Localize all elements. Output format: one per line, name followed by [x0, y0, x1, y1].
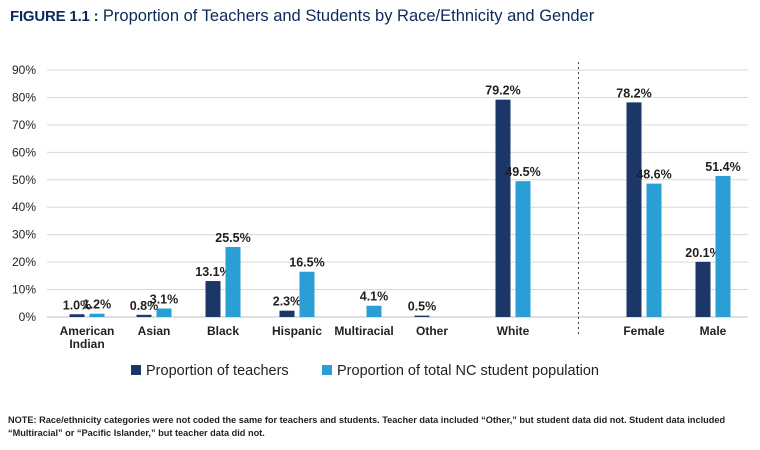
y-tick-label: 30%	[12, 228, 36, 242]
figure-title-text: Proportion of Teachers and Students by R…	[102, 7, 595, 25]
x-tick-label: Indian	[69, 337, 104, 351]
figure-label: FIGURE 1.1 :	[10, 8, 99, 25]
data-label: 78.2%	[616, 86, 651, 100]
x-tick-label: White	[497, 324, 530, 338]
y-tick-label: 10%	[12, 283, 36, 297]
footnote: NOTE: Race/ethnicity categories were not…	[8, 415, 726, 438]
bar	[715, 175, 731, 317]
bar	[69, 314, 85, 317]
x-tick-label: Multiracial	[334, 324, 393, 338]
y-tick-label: 60%	[12, 145, 36, 159]
bar-chart: 0% 10% 20% 30% 40% 50% 60% 70% 80% 90% 1.0% 0.8% 13.…	[12, 62, 748, 379]
figure-title: FIGURE 1.1 : Proportion of Teachers and …	[10, 7, 594, 26]
data-label: 1.2%	[83, 298, 112, 312]
data-label: 25.5%	[215, 231, 250, 245]
bar	[225, 247, 241, 317]
y-tick-label: 90%	[12, 63, 36, 77]
bar	[646, 183, 662, 317]
data-label: 0.5%	[408, 300, 437, 314]
bar	[299, 271, 315, 317]
data-label: 3.1%	[150, 292, 179, 306]
bar	[136, 314, 152, 317]
y-tick-label: 0%	[19, 310, 37, 324]
bar	[279, 310, 295, 317]
data-label: 51.4%	[705, 160, 740, 174]
data-label: 0.8%	[130, 299, 159, 313]
data-label: 16.5%	[289, 256, 324, 270]
bar	[695, 261, 711, 317]
data-label: 1.0%	[63, 298, 92, 312]
legend-label: Proportion of total NC student populatio…	[337, 363, 599, 379]
legend-label: Proportion of teachers	[146, 363, 289, 379]
legend-swatch	[131, 365, 141, 375]
bar	[205, 281, 221, 317]
y-tick-label: 50%	[12, 173, 36, 187]
data-label: 79.2%	[485, 84, 520, 98]
x-tick-label: Asian	[138, 324, 171, 338]
bar	[366, 305, 382, 317]
y-tick-label: 20%	[12, 255, 36, 269]
x-tick-label: American	[60, 324, 115, 338]
bar	[156, 308, 172, 317]
x-tick-label: Female	[623, 324, 665, 338]
bar	[515, 181, 531, 317]
y-tick-label: 70%	[12, 118, 36, 132]
bar	[414, 315, 430, 317]
x-tick-label: Hispanic	[272, 324, 322, 338]
data-label: 13.1%	[195, 265, 230, 279]
data-label: 49.5%	[505, 165, 540, 179]
y-tick-label: 40%	[12, 200, 36, 214]
data-label: 20.1%	[685, 246, 720, 260]
x-tick-label: Male	[700, 324, 727, 338]
data-label: 4.1%	[360, 290, 389, 304]
legend-swatch	[322, 365, 332, 375]
bar	[626, 102, 642, 317]
x-tick-label: Other	[416, 324, 448, 338]
bar	[495, 99, 511, 317]
data-label: 48.6%	[636, 168, 671, 182]
bar	[89, 313, 105, 317]
x-tick-label: Black	[207, 324, 239, 338]
y-tick-label: 80%	[12, 90, 36, 104]
data-label: 2.3%	[273, 295, 302, 309]
